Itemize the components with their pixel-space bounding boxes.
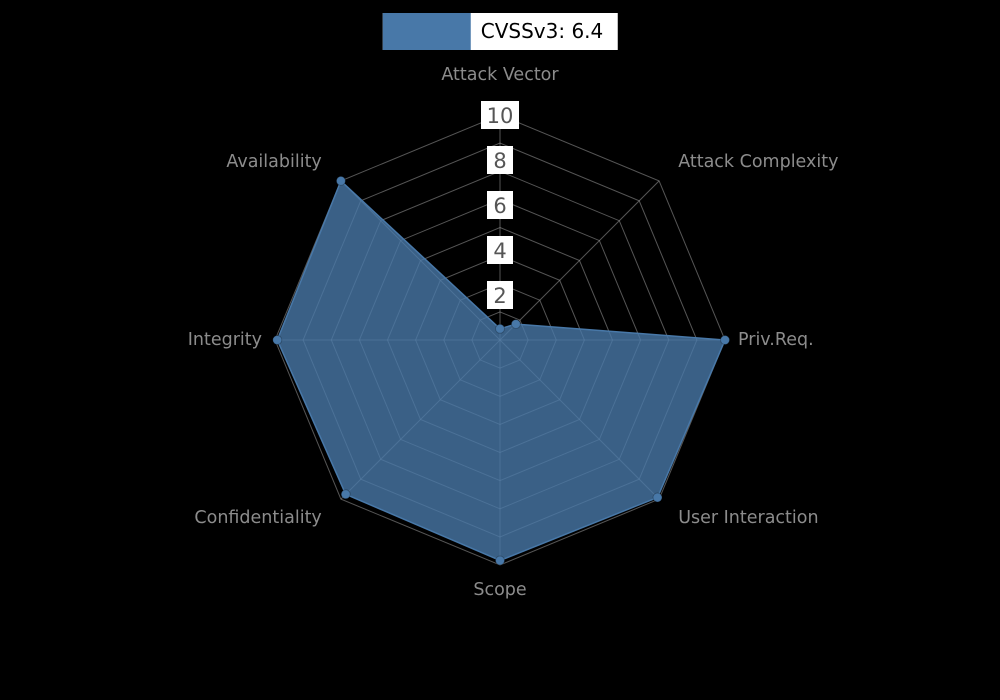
axis-label-priv-req: Priv.Req. (738, 330, 814, 350)
tick-label: 2 (493, 284, 506, 308)
axis-spoke (499, 180, 660, 341)
axis-label-scope: Scope (473, 580, 526, 600)
axis-label-availability: Availability (226, 152, 321, 172)
radial-ticks: 2 4 6 8 10 (481, 101, 519, 309)
legend-swatch (382, 13, 471, 50)
vertex-marker (510, 319, 521, 330)
axis-label-attack-vector: Attack Vector (441, 65, 559, 85)
legend-label: CVSSv3: 6.4 (480, 19, 604, 43)
tick-label: 4 (493, 239, 506, 263)
legend: CVSSv3: 6.4 (382, 13, 618, 50)
axis-labels: Attack Vector Attack Complexity Priv.Req. U… (188, 65, 839, 600)
tick-box (487, 191, 513, 219)
vertex-marker (340, 489, 351, 500)
tick-label: 6 (493, 194, 506, 218)
axis-label-confidentiality: Confidentiality (194, 508, 321, 528)
tick-box (487, 281, 513, 309)
vertex-marker (335, 175, 346, 186)
tick-box (487, 146, 513, 174)
axis-label-integrity: Integrity (188, 330, 262, 350)
vertex-marker (272, 335, 283, 345)
axis-label-user-interaction: User Interaction (678, 508, 818, 528)
tick-label: 8 (493, 149, 506, 173)
vertex-marker (495, 555, 505, 566)
vertex-marker (720, 335, 730, 345)
axis-label-attack-complexity: Attack Complexity (678, 152, 838, 172)
vertex-marker (652, 492, 663, 503)
vertex-marker (495, 323, 505, 334)
tick-label: 10 (487, 104, 514, 128)
tick-box (487, 236, 513, 264)
tick-box (481, 101, 519, 129)
